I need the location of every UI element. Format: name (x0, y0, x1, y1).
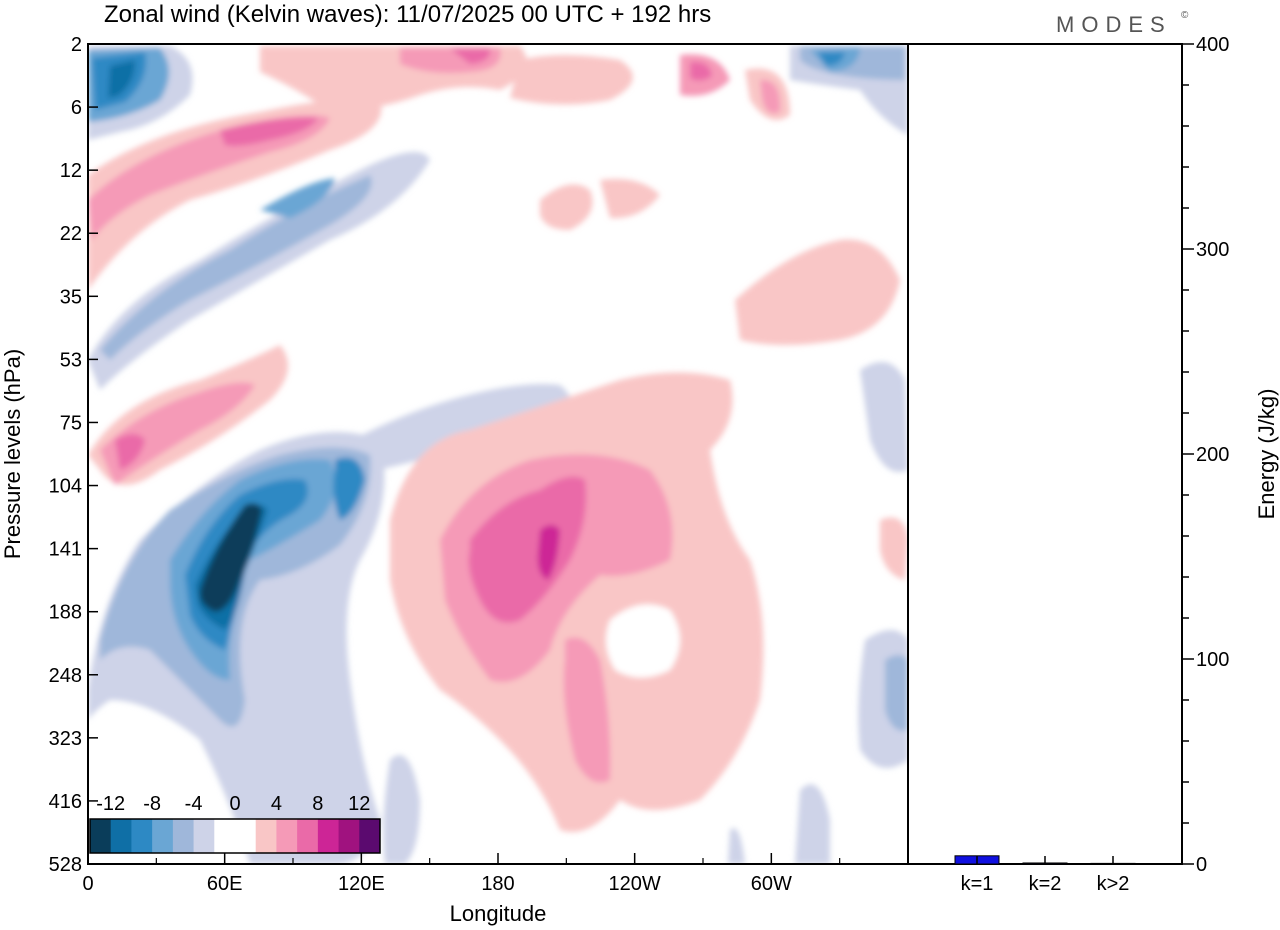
colorbar-label: -4 (185, 793, 203, 815)
energy-x-label: k=2 (1029, 873, 1062, 895)
colorbar-swatch (338, 819, 360, 853)
y-tick-label: 416 (49, 791, 82, 813)
colorbar-label: 12 (348, 793, 370, 815)
colorbar-swatch (276, 819, 298, 853)
y-tick-label: 104 (49, 476, 82, 498)
x-tick-label: 180 (481, 873, 514, 895)
colorbar-swatch (235, 819, 257, 853)
energy-tick-label: 200 (1196, 444, 1229, 466)
x-axis-label: Longitude (450, 901, 547, 926)
colorbar: -12 -8 -4 0 4 8 12 (89, 793, 381, 854)
colorbar-swatch (90, 819, 112, 853)
x-tick-label: 120E (338, 873, 385, 895)
x-tick-label: 120W (609, 873, 661, 895)
svg-text:©: © (1181, 10, 1189, 21)
colorbar-swatch (152, 819, 174, 853)
energy-tick-label: 300 (1196, 239, 1229, 261)
energy-x-label: k=1 (961, 873, 994, 895)
colorbar-label: -8 (143, 793, 161, 815)
y-tick-label: 12 (60, 160, 82, 182)
energy-tick-label: 400 (1196, 34, 1229, 56)
colorbar-swatch (317, 819, 340, 853)
colorbar-swatch (359, 819, 381, 853)
colorbar-swatch (297, 819, 319, 853)
y-tick-label: 6 (71, 97, 82, 119)
y-axis: 2 6 12 22 35 53 75 104 141 188 248 323 416 528 (49, 34, 98, 876)
x-tick-label: 60W (751, 873, 792, 895)
y-tick-label: 528 (49, 854, 82, 876)
modes-logo: MODES © (1056, 10, 1189, 37)
y-axis-label: Pressure levels (hPa) (0, 349, 25, 559)
contour-field (88, 46, 908, 864)
colorbar-label: 8 (312, 793, 323, 815)
colorbar-label: -12 (96, 793, 125, 815)
colorbar-swatch (255, 819, 277, 853)
colorbar-label: 0 (229, 793, 240, 815)
y-tick-label: 75 (60, 412, 82, 434)
colorbar-swatch (172, 819, 195, 853)
colorbar-label: 4 (271, 793, 282, 815)
energy-axis-label: Energy (J/kg) (1254, 389, 1279, 520)
colorbar-swatch (193, 819, 215, 853)
colorbar-swatch (110, 819, 132, 853)
x-tick-label: 0 (82, 873, 93, 895)
energy-tick-label: 100 (1196, 649, 1229, 671)
y-tick-label: 323 (49, 728, 82, 750)
energy-axis: 0 100 200 300 400 (1182, 34, 1229, 876)
energy-x-labels: k=1 k=2 k>2 (961, 856, 1130, 895)
colorbar-swatch (214, 819, 236, 853)
svg-text:MODES: MODES (1056, 12, 1172, 37)
chart-title: Zonal wind (Kelvin waves): 11/07/2025 00… (104, 1, 711, 28)
y-tick-label: 248 (49, 665, 82, 687)
y-tick-label: 53 (60, 349, 82, 371)
energy-tick-label: 0 (1196, 854, 1207, 876)
y-tick-label: 35 (60, 286, 82, 308)
y-tick-label: 22 (60, 223, 82, 245)
y-tick-label: 141 (49, 539, 82, 561)
x-tick-label: 60E (207, 873, 243, 895)
energy-panel (907, 43, 1183, 865)
energy-x-label: k>2 (1097, 873, 1130, 895)
x-axis: 0 60E 120E 180 120W 60W (82, 853, 841, 895)
y-tick-label: 2 (71, 34, 82, 56)
y-tick-label: 188 (49, 602, 82, 624)
colorbar-swatch (131, 819, 153, 853)
